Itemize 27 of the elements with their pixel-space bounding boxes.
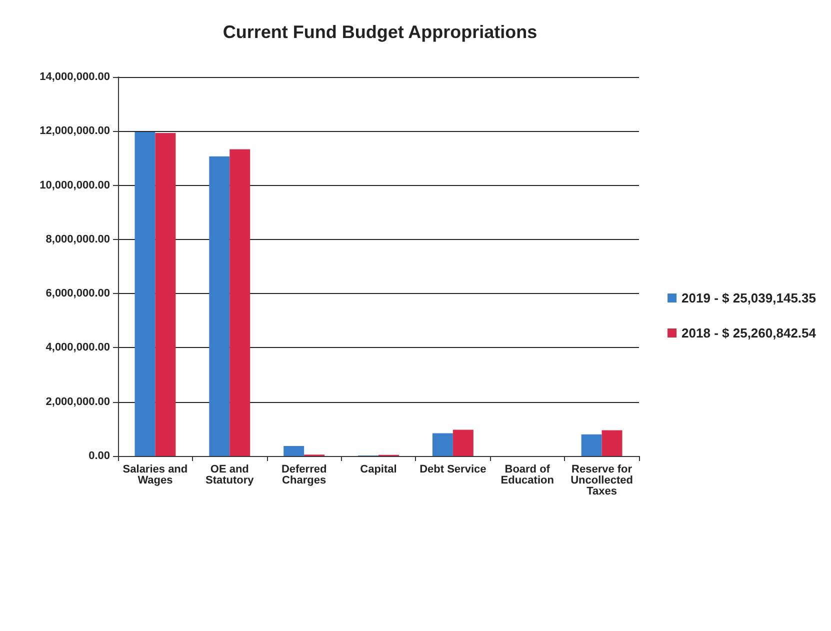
x-tick-label: Reserve for Uncollected Taxes: [570, 464, 633, 498]
x-tick-label: Salaries and Wages: [122, 464, 188, 486]
bar: [134, 132, 156, 456]
y-tick-label: 14,000,000.00: [40, 71, 110, 83]
bar: [230, 149, 250, 456]
x-tick-label: Capital: [360, 464, 397, 476]
bar: [432, 433, 453, 456]
x-tick-label: Deferred Charges: [281, 464, 327, 486]
x-tick-label: Board of Education: [500, 464, 554, 486]
y-tick-label: 8,000,000.00: [46, 233, 110, 246]
y-tick-label: 12,000,000.00: [40, 125, 110, 138]
bar: [602, 430, 622, 456]
x-tick-label: Debt Service: [420, 464, 486, 476]
y-tick-label: 2,000,000.00: [46, 396, 110, 408]
bar: [155, 133, 176, 456]
bar: [209, 156, 230, 456]
chart-title: Current Fund Budget Appropriations: [222, 22, 538, 42]
legend-label: 2018 - $ 25,260,842.54: [682, 326, 817, 340]
y-tick-label: 10,000,000.00: [40, 179, 110, 192]
y-tick-label: 4,000,000.00: [46, 342, 110, 354]
bar: [284, 446, 304, 456]
legend-label: 2019 - $ 25,039,145.35: [682, 290, 816, 306]
x-tick-label: OE and Statutory: [206, 464, 255, 486]
y-tick-label: 0.00: [88, 450, 110, 462]
bar: [581, 434, 602, 456]
bar: [452, 430, 474, 456]
y-tick-label: 6,000,000.00: [46, 288, 110, 300]
